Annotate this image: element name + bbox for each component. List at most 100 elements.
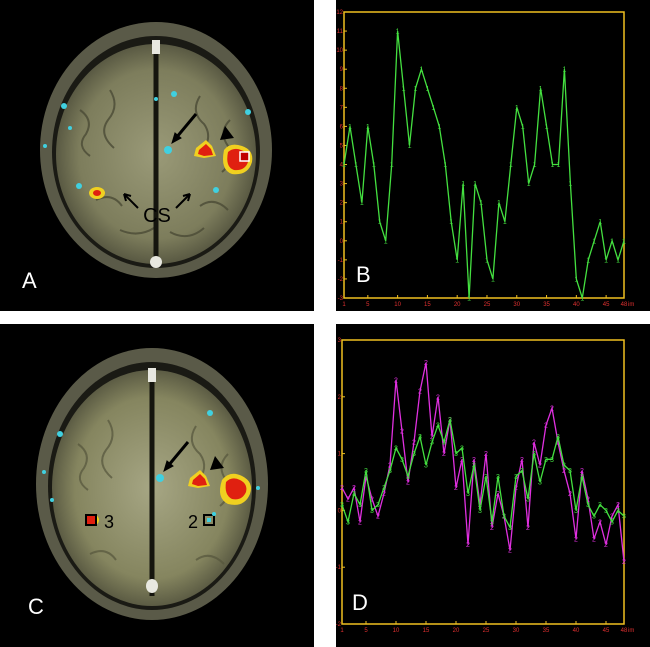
activation-cluster-arrowhead [194, 140, 216, 158]
y-tick-label: -2 [338, 277, 344, 283]
data-point-s2: 3 [418, 434, 422, 441]
data-point-s1: 1 [610, 238, 614, 245]
data-point-s2: 3 [478, 508, 482, 515]
data-point-s1: 1 [509, 162, 513, 169]
data-point-s1: 1 [396, 29, 400, 36]
x-tick-label: 25 [484, 302, 491, 308]
small-activations [42, 410, 260, 516]
x-tick-label: 10 [393, 628, 400, 634]
data-point-s1: 2 [616, 502, 620, 509]
x-tick-label: 20 [453, 628, 460, 634]
data-point-s1: 1 [419, 67, 423, 74]
roi-label-2: 2 [188, 512, 198, 532]
data-point-s1: 1 [479, 200, 483, 207]
data-point-s2: 3 [496, 474, 500, 481]
roi-2 [203, 514, 215, 526]
data-point-s1: 2 [442, 451, 446, 458]
data-point-s2: 3 [340, 502, 344, 509]
data-point-s1: 2 [520, 457, 524, 464]
data-point-s1: 1 [515, 105, 519, 112]
data-point-s1: 2 [364, 474, 368, 481]
data-point-s1: 2 [622, 559, 626, 566]
y-tick-label: 3 [338, 338, 342, 344]
mri-image-a: CS [40, 22, 272, 278]
data-point-s1: 1 [497, 200, 501, 207]
x-tick-label: 1 [340, 628, 344, 634]
data-point-s2: 3 [472, 462, 476, 469]
data-point-s1: 1 [372, 162, 376, 169]
data-point-s1: 2 [574, 536, 578, 543]
cs-arrows-icon [123, 193, 191, 209]
data-point-s2: 3 [550, 457, 554, 464]
data-point-s2: 3 [484, 474, 488, 481]
chart-frame [341, 339, 625, 625]
data-point-s1: 2 [406, 480, 410, 487]
panel-letter-b: B [356, 262, 371, 287]
data-point-s1: 2 [400, 428, 404, 435]
y-tick-label: 9 [340, 67, 344, 73]
data-point-s1: 1 [443, 162, 447, 169]
data-point-s2: 3 [448, 417, 452, 424]
x-tick-label: 48 [621, 628, 628, 634]
data-point-s2: 3 [364, 468, 368, 475]
data-point-s1: 2 [340, 485, 344, 492]
data-point-s1: 2 [346, 497, 350, 504]
roi-square-a [239, 151, 250, 162]
x-tick-label: 40 [573, 302, 580, 308]
data-point-s1: 2 [382, 491, 386, 498]
data-point-s1: 2 [412, 440, 416, 447]
data-point-s1: 1 [616, 257, 620, 264]
data-point-s1: 1 [414, 86, 418, 93]
data-point-s2: 3 [466, 491, 470, 498]
data-point-s1: 2 [460, 457, 464, 464]
data-point-s1: 1 [592, 238, 596, 245]
data-point-s1: 1 [574, 276, 578, 283]
bright-spot-bottom [146, 579, 158, 593]
x-tick-label: 30 [513, 628, 520, 634]
data-point-s2: 3 [406, 474, 410, 481]
data-point-s1: 2 [466, 542, 470, 549]
data-point-s2: 3 [526, 497, 530, 504]
data-point-s2: 3 [442, 440, 446, 447]
y-tick-label: -1 [336, 565, 342, 571]
mri-panel-c: 3 2 C [0, 324, 314, 647]
mri-panel-a: CS A [0, 0, 314, 311]
data-point-s2: 3 [586, 502, 590, 509]
data-point-s2: 3 [382, 485, 386, 492]
data-point-s1: 1 [437, 124, 441, 131]
data-point-s2: 3 [616, 508, 620, 515]
data-point-s2: 3 [556, 434, 560, 441]
data-point-s1: 1 [354, 162, 358, 169]
data-point-s1: 2 [370, 497, 374, 504]
data-point-s2: 3 [532, 451, 536, 458]
y-tick-label: 11 [337, 29, 344, 35]
data-point-s2: 3 [598, 502, 602, 509]
data-point-s2: 3 [544, 457, 548, 464]
data-point-s1: 2 [430, 434, 434, 441]
data-point-s2: 3 [412, 451, 416, 458]
panel-letter-a: A [22, 268, 37, 293]
data-point-s2: 3 [538, 480, 542, 487]
data-point-s1: 1 [384, 238, 388, 245]
x-tick-label: 5 [364, 628, 368, 634]
data-point-s2: 3 [430, 440, 434, 447]
data-point-s1: 1 [539, 86, 543, 93]
data-point-s1: 2 [568, 491, 572, 498]
chart-panel-b: 12 11 10 9 8 7 6 5 4 3 2 1 0 -1 -2 -3 1 5 10 15 20 25 30 35 40 45… [336, 0, 650, 311]
data-point-s1: 2 [556, 440, 560, 447]
mri-image-c: 3 2 [36, 348, 268, 620]
x-tick-label: 10 [394, 302, 401, 308]
chart-frame [343, 11, 625, 299]
x-axis-unit: im [628, 628, 634, 634]
data-point-s1: 1 [545, 124, 549, 131]
x-tick-label: 5 [366, 302, 370, 308]
data-point-s1: 1 [366, 124, 370, 131]
data-point-s1: 1 [348, 124, 352, 131]
data-point-s1: 1 [580, 296, 584, 303]
data-point-s1: 2 [358, 519, 362, 526]
series-line-1 [343, 31, 625, 299]
y-tick-label: 1 [340, 220, 344, 226]
data-point-s1: 1 [461, 181, 465, 188]
data-point-s1: 1 [622, 238, 626, 245]
